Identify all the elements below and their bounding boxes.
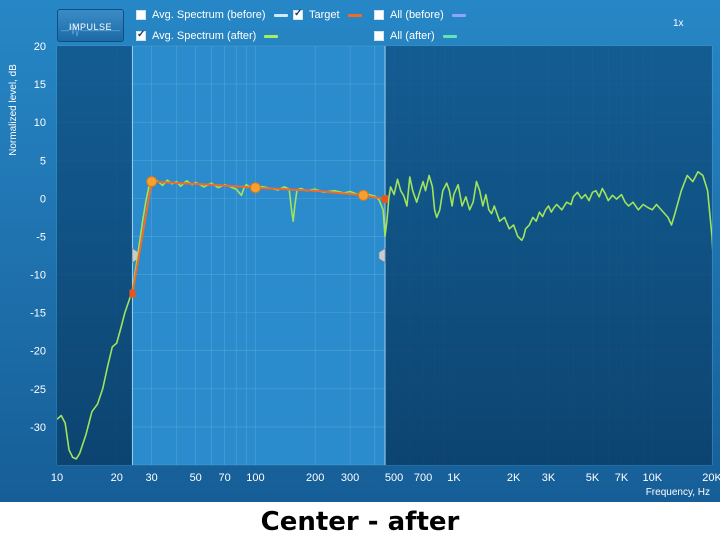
legend-label: All (before) [390, 9, 444, 21]
legend-label: Avg. Spectrum (after) [152, 30, 257, 42]
room-eq-app: 20 15 10 5 0 -5 -10 -15 -20 -25 -30 10 20 30 50 70 100 20… [0, 0, 720, 502]
impulse-label: IMPULSE [68, 21, 112, 32]
legend-label: Target [309, 9, 340, 21]
legend-swatch [442, 34, 457, 38]
target-control-point [146, 176, 158, 188]
legend-all-before[interactable]: All (before) [374, 8, 466, 22]
x-tick-label: 100 [246, 472, 264, 484]
checkbox-all-after[interactable] [374, 31, 384, 41]
x-tick-label: 7K [615, 472, 629, 484]
legend-target[interactable]: Target [293, 8, 362, 22]
target-control-point [357, 189, 369, 201]
y-tick-label: 5 [40, 155, 46, 167]
y-tick-label: -25 [30, 384, 46, 396]
impulse-wave-icon [60, 23, 121, 37]
y-tick-label: -20 [30, 346, 46, 358]
x-tick-label: 30 [146, 472, 158, 484]
toolbar: IMPULSE Avg. Spectrum (before) Target Al… [0, 0, 720, 46]
checkbox-all-before[interactable] [374, 10, 384, 20]
impulse-button[interactable]: IMPULSE [57, 9, 124, 42]
x-tick-label: 200 [306, 472, 324, 484]
legend-swatch [264, 34, 279, 38]
y-tick-label: 0 [40, 193, 46, 205]
x-axis-label: Frequency, Hz [646, 487, 710, 498]
x-tick-label: 1K [447, 472, 461, 484]
x-tick-label: 300 [341, 472, 359, 484]
x-tick-label: 2K [507, 472, 521, 484]
legend-label: Avg. Spectrum (before) [152, 9, 266, 21]
x-tick-label: 50 [190, 472, 202, 484]
legend-swatch [273, 13, 288, 17]
legend-avg-spectrum-before[interactable]: Avg. Spectrum (before) [136, 8, 288, 22]
y-tick-label: 10 [34, 117, 46, 129]
inactive-range-high [385, 46, 712, 465]
range-handle-high [378, 247, 386, 264]
x-tick-label: 70 [219, 472, 231, 484]
inactive-range-low [57, 46, 133, 465]
y-tick-label: -10 [30, 270, 46, 282]
y-axis-label: Normalized level, dB [8, 64, 19, 156]
legend-avg-spectrum-after[interactable]: Avg. Spectrum (after) [136, 29, 279, 43]
legend-label: All (after) [390, 30, 435, 42]
y-tick-label: -30 [30, 422, 46, 434]
y-tick-label: 20 [34, 41, 46, 53]
x-tick-label: 20 [111, 472, 123, 484]
x-tick-label: 10K [642, 472, 662, 484]
legend-swatch [347, 13, 362, 17]
target-edge-handle [382, 195, 389, 204]
checkbox-avg-spectrum-after[interactable] [136, 29, 146, 41]
x-tick-label: 500 [385, 472, 403, 484]
legend-all-after[interactable]: All (after) [374, 29, 457, 43]
x-tick-label: 20K [702, 472, 720, 484]
x-tick-label: 3K [542, 472, 556, 484]
zoom-level[interactable]: 1x [673, 18, 684, 29]
x-tick-label: 700 [414, 472, 432, 484]
caption: Center - after [260, 507, 460, 537]
checkbox-target[interactable] [293, 8, 303, 20]
target-control-point [249, 182, 261, 194]
y-tick-label: -15 [30, 308, 46, 320]
x-tick-label: 10 [51, 472, 63, 484]
y-tick-label: 15 [34, 79, 46, 91]
legend-swatch [451, 13, 466, 17]
x-tick-label: 5K [586, 472, 600, 484]
target-edge-handle [129, 289, 136, 298]
checkbox-avg-spectrum-before[interactable] [136, 10, 146, 20]
y-tick-label: -5 [36, 231, 46, 243]
